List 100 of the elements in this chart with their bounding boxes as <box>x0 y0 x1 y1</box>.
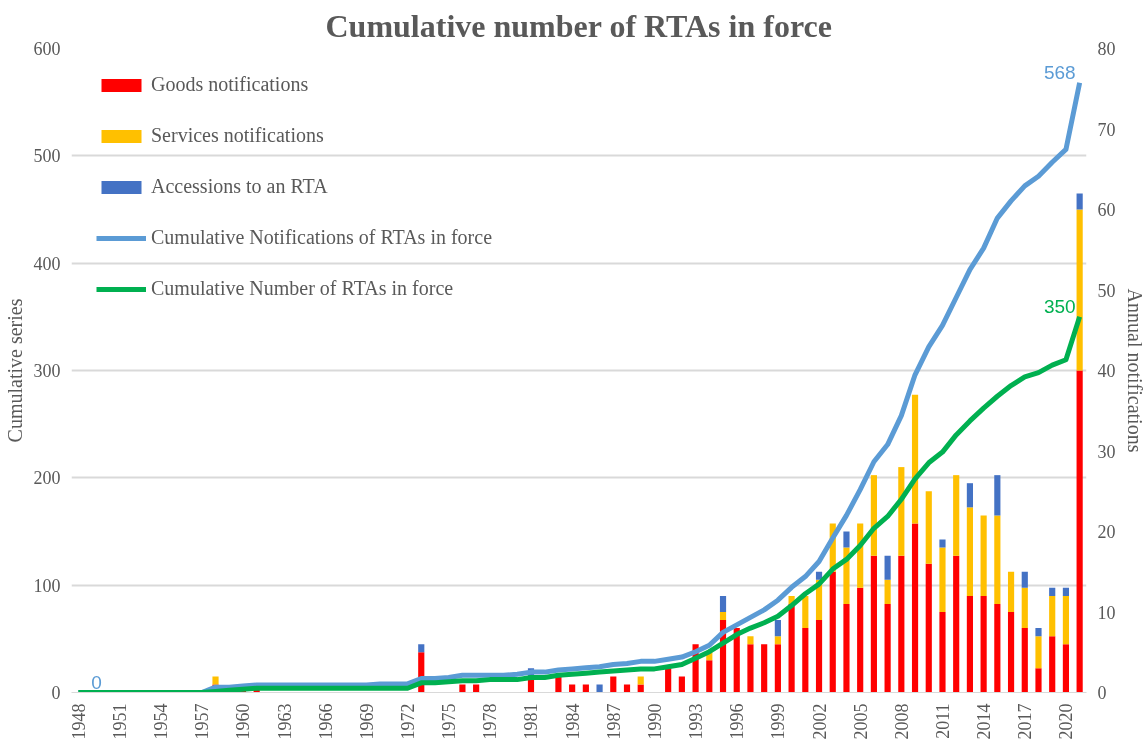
x-tick-label: 1954 <box>151 703 172 740</box>
x-tick-label: 1987 <box>603 703 624 740</box>
bar <box>857 587 864 693</box>
bar <box>843 603 850 693</box>
x-tick-label: 1960 <box>233 703 254 740</box>
bar <box>1049 595 1056 637</box>
y2-tick-label: 0 <box>1097 683 1107 703</box>
x-tick-label: 1993 <box>686 703 707 740</box>
bar <box>1076 193 1083 210</box>
bar <box>1062 644 1070 693</box>
x-tick-label: 1999 <box>768 703 789 740</box>
bar <box>1062 587 1070 596</box>
legend-label: Accessions to an RTA <box>151 175 328 198</box>
x-tick-label: 1978 <box>480 703 501 740</box>
x-tick-label: 1957 <box>192 703 213 740</box>
legend-label: Services notifications <box>151 124 324 147</box>
bar <box>706 660 713 693</box>
bar <box>994 603 1001 693</box>
bar <box>966 483 973 508</box>
bar <box>980 595 987 693</box>
bar <box>1021 587 1028 629</box>
y2-tick-label: 40 <box>1097 361 1116 381</box>
bar <box>1076 209 1083 371</box>
bar <box>774 644 781 693</box>
y-tick-label: 100 <box>33 575 61 596</box>
y-axis-title: Cumulative series <box>3 298 26 443</box>
bar <box>802 595 809 629</box>
bar <box>1049 636 1056 693</box>
bar <box>623 684 631 693</box>
x-tick-label: 1972 <box>398 703 419 740</box>
bar <box>1035 668 1042 693</box>
chart-title: Cumulative number of RTAs in force <box>325 7 832 44</box>
bar <box>473 684 480 693</box>
x-tick-label: 1966 <box>315 703 336 740</box>
legend-label: Goods notifications <box>151 73 309 96</box>
x-tick-label: 2017 <box>1015 703 1036 740</box>
bar <box>1007 612 1015 693</box>
bar <box>788 603 795 693</box>
y-tick-label: 500 <box>33 146 61 167</box>
bar <box>898 555 905 693</box>
y2-tick-label: 80 <box>1097 39 1116 59</box>
data-label: 0 <box>91 671 102 693</box>
x-tick-label: 2005 <box>850 703 871 740</box>
y-tick-label: 300 <box>33 361 61 381</box>
y2-tick-label: 50 <box>1097 280 1116 301</box>
bar <box>966 507 973 596</box>
x-tick-label: 2011 <box>932 703 953 739</box>
x-tick-label: 1948 <box>68 703 89 740</box>
bar <box>212 676 219 685</box>
legend-label: Cumulative Number of RTAs in force <box>151 277 454 300</box>
bar <box>459 684 466 693</box>
data-label: 568 <box>1043 61 1076 83</box>
bar <box>569 684 576 693</box>
bar <box>1021 628 1028 693</box>
bar <box>418 644 425 653</box>
bar <box>925 491 932 564</box>
bar <box>1035 636 1042 669</box>
bar <box>815 620 823 693</box>
bar <box>815 571 823 580</box>
data-label: 350 <box>1043 295 1076 317</box>
bar <box>802 628 809 693</box>
bar <box>774 620 781 637</box>
x-tick-label: 1975 <box>439 703 460 740</box>
bar <box>966 595 973 693</box>
y2-tick-label: 60 <box>1097 200 1116 220</box>
bar <box>582 684 589 693</box>
bar <box>939 547 946 612</box>
x-tick-label: 2008 <box>891 703 912 740</box>
bar <box>994 475 1001 516</box>
bar <box>665 668 672 693</box>
bar <box>939 539 946 548</box>
bar <box>747 644 754 693</box>
bar <box>911 523 919 693</box>
bar <box>870 555 877 693</box>
bar <box>774 636 781 645</box>
bar <box>1035 628 1042 637</box>
y2-tick-label: 10 <box>1097 602 1116 623</box>
bar <box>637 676 644 685</box>
bar <box>884 603 891 693</box>
bar <box>953 555 960 693</box>
bar <box>911 394 919 524</box>
bar <box>719 595 727 612</box>
bar <box>1049 587 1056 596</box>
x-tick-label: 2014 <box>974 703 995 740</box>
x-tick-label: 1996 <box>727 703 748 740</box>
x-tick-label: 2002 <box>809 703 830 740</box>
bar <box>994 515 1001 604</box>
y-tick-label: 600 <box>33 39 61 59</box>
bar <box>1076 370 1083 693</box>
bar <box>637 684 644 693</box>
bar <box>761 644 768 693</box>
x-tick-label: 2020 <box>1056 703 1077 740</box>
y2-tick-label: 30 <box>1097 441 1116 462</box>
bar <box>953 475 960 556</box>
bar <box>925 563 932 693</box>
bar <box>980 515 987 596</box>
y2-tick-label: 20 <box>1097 522 1116 542</box>
bar <box>596 684 603 693</box>
x-tick-label: 1951 <box>110 703 131 740</box>
legend-label: Cumulative Notifications of RTAs in force <box>151 226 493 249</box>
